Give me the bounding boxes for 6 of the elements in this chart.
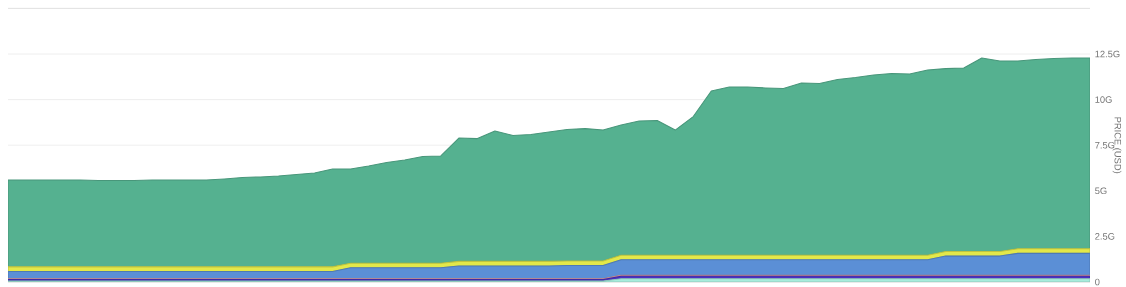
y-tick-label: 7.5G [1095,141,1115,149]
y-tick-label: 2.5G [1095,233,1115,240]
y-tick-label: 0 [1095,278,1100,286]
y-tick-label: 12.5G [1095,50,1120,58]
y-tick-label: 5G [1095,187,1107,195]
y-tick-label: 10G [1095,96,1112,103]
